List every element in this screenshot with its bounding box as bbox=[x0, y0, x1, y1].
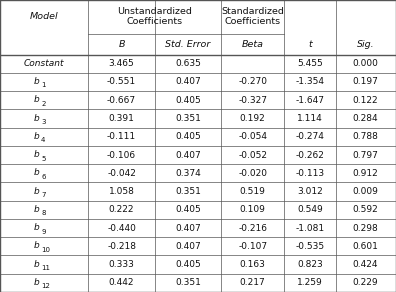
Text: 2: 2 bbox=[41, 101, 46, 107]
Text: -0.052: -0.052 bbox=[238, 151, 267, 159]
Text: 3.012: 3.012 bbox=[297, 187, 323, 196]
Text: 0.797: 0.797 bbox=[352, 151, 379, 159]
Text: 0.109: 0.109 bbox=[240, 205, 266, 214]
Text: 9: 9 bbox=[41, 229, 46, 234]
Text: 0.788: 0.788 bbox=[352, 132, 379, 141]
Text: 8: 8 bbox=[41, 210, 46, 216]
Text: B: B bbox=[118, 40, 125, 48]
Text: 0.192: 0.192 bbox=[240, 114, 266, 123]
Text: 6: 6 bbox=[41, 174, 46, 180]
Text: 0.391: 0.391 bbox=[109, 114, 135, 123]
Text: 1.259: 1.259 bbox=[297, 278, 323, 287]
Text: 0.405: 0.405 bbox=[175, 132, 201, 141]
Text: 1.058: 1.058 bbox=[109, 187, 135, 196]
Text: $\it{b}$: $\it{b}$ bbox=[33, 93, 40, 104]
Text: 0.009: 0.009 bbox=[352, 187, 379, 196]
Text: 5: 5 bbox=[41, 156, 46, 161]
Text: 11: 11 bbox=[41, 265, 50, 271]
Text: 0.229: 0.229 bbox=[353, 278, 378, 287]
Text: -0.535: -0.535 bbox=[295, 242, 325, 251]
Text: $\it{b}$: $\it{b}$ bbox=[33, 166, 40, 177]
Text: $\it{b}$: $\it{b}$ bbox=[33, 148, 40, 159]
Text: 0.405: 0.405 bbox=[175, 96, 201, 105]
Text: -0.054: -0.054 bbox=[238, 132, 267, 141]
Text: 0.351: 0.351 bbox=[175, 187, 201, 196]
Text: -1.354: -1.354 bbox=[295, 77, 325, 86]
Text: -0.218: -0.218 bbox=[107, 242, 136, 251]
Text: -0.262: -0.262 bbox=[296, 151, 324, 159]
Text: $\it{b}$: $\it{b}$ bbox=[33, 258, 40, 269]
Text: Sig.: Sig. bbox=[357, 40, 374, 48]
Text: Standardized
Coefficients: Standardized Coefficients bbox=[221, 7, 284, 27]
Text: 0.122: 0.122 bbox=[353, 96, 378, 105]
Text: 12: 12 bbox=[41, 283, 50, 289]
Text: -0.440: -0.440 bbox=[107, 224, 136, 233]
Text: 0.407: 0.407 bbox=[175, 242, 201, 251]
Text: 1.114: 1.114 bbox=[297, 114, 323, 123]
Text: Beta: Beta bbox=[242, 40, 264, 48]
Text: $\it{b}$: $\it{b}$ bbox=[33, 185, 40, 196]
Text: 0.197: 0.197 bbox=[352, 77, 379, 86]
Text: 0.351: 0.351 bbox=[175, 278, 201, 287]
Text: Unstandardized
Coefficients: Unstandardized Coefficients bbox=[117, 7, 192, 27]
Text: $\it{b}$: $\it{b}$ bbox=[33, 203, 40, 214]
Text: 0.424: 0.424 bbox=[353, 260, 378, 269]
Text: 0.217: 0.217 bbox=[240, 278, 266, 287]
Text: 0.333: 0.333 bbox=[109, 260, 135, 269]
Text: 0.519: 0.519 bbox=[240, 187, 266, 196]
Text: 7: 7 bbox=[41, 192, 46, 198]
Text: 0.442: 0.442 bbox=[109, 278, 134, 287]
Text: 0.163: 0.163 bbox=[240, 260, 266, 269]
Text: -0.327: -0.327 bbox=[238, 96, 267, 105]
Text: Std. Error: Std. Error bbox=[166, 40, 211, 48]
Text: 0.407: 0.407 bbox=[175, 77, 201, 86]
Text: t: t bbox=[308, 40, 312, 48]
Text: $\it{b}$: $\it{b}$ bbox=[33, 130, 40, 141]
Text: 0.374: 0.374 bbox=[175, 169, 201, 178]
Text: $\it{b}$: $\it{b}$ bbox=[33, 75, 40, 86]
Text: 4: 4 bbox=[41, 137, 46, 143]
Text: -0.270: -0.270 bbox=[238, 77, 267, 86]
Text: 0.284: 0.284 bbox=[353, 114, 378, 123]
Text: -1.647: -1.647 bbox=[295, 96, 325, 105]
Text: 0.405: 0.405 bbox=[175, 205, 201, 214]
Text: $\it{b}$: $\it{b}$ bbox=[33, 112, 40, 123]
Text: 5.455: 5.455 bbox=[297, 59, 323, 68]
Text: -0.551: -0.551 bbox=[107, 77, 136, 86]
Text: 0.351: 0.351 bbox=[175, 114, 201, 123]
Text: -0.020: -0.020 bbox=[238, 169, 267, 178]
Text: -0.667: -0.667 bbox=[107, 96, 136, 105]
Text: -0.107: -0.107 bbox=[238, 242, 267, 251]
Text: Constant: Constant bbox=[24, 59, 65, 68]
Text: 0.407: 0.407 bbox=[175, 224, 201, 233]
Text: 3.465: 3.465 bbox=[109, 59, 135, 68]
Text: -0.111: -0.111 bbox=[107, 132, 136, 141]
Text: 0.592: 0.592 bbox=[352, 205, 379, 214]
Text: 0.407: 0.407 bbox=[175, 151, 201, 159]
Text: Model: Model bbox=[30, 12, 59, 21]
Text: 0.601: 0.601 bbox=[352, 242, 379, 251]
Text: -0.113: -0.113 bbox=[295, 169, 325, 178]
Text: 0.000: 0.000 bbox=[352, 59, 379, 68]
Text: 10: 10 bbox=[41, 247, 50, 253]
Text: -0.042: -0.042 bbox=[107, 169, 136, 178]
Text: 0.635: 0.635 bbox=[175, 59, 201, 68]
Text: -0.106: -0.106 bbox=[107, 151, 136, 159]
Text: $\it{b}$: $\it{b}$ bbox=[33, 239, 40, 250]
Text: -1.081: -1.081 bbox=[295, 224, 325, 233]
Text: -0.274: -0.274 bbox=[296, 132, 324, 141]
Text: $\it{b}$: $\it{b}$ bbox=[33, 276, 40, 287]
Text: 0.222: 0.222 bbox=[109, 205, 134, 214]
Text: 3: 3 bbox=[41, 119, 46, 125]
Text: 0.549: 0.549 bbox=[297, 205, 323, 214]
Text: 0.823: 0.823 bbox=[297, 260, 323, 269]
Text: $\it{b}$: $\it{b}$ bbox=[33, 221, 40, 232]
Text: 0.912: 0.912 bbox=[352, 169, 379, 178]
Text: 0.298: 0.298 bbox=[352, 224, 379, 233]
Text: -0.216: -0.216 bbox=[238, 224, 267, 233]
Text: 0.405: 0.405 bbox=[175, 260, 201, 269]
Text: 1: 1 bbox=[41, 83, 46, 88]
